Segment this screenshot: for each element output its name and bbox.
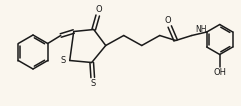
Text: S: S — [90, 79, 95, 88]
Text: S: S — [60, 56, 65, 65]
Text: O: O — [95, 5, 102, 14]
Text: O: O — [164, 16, 171, 25]
Text: NH: NH — [196, 25, 207, 34]
Text: OH: OH — [213, 68, 226, 77]
